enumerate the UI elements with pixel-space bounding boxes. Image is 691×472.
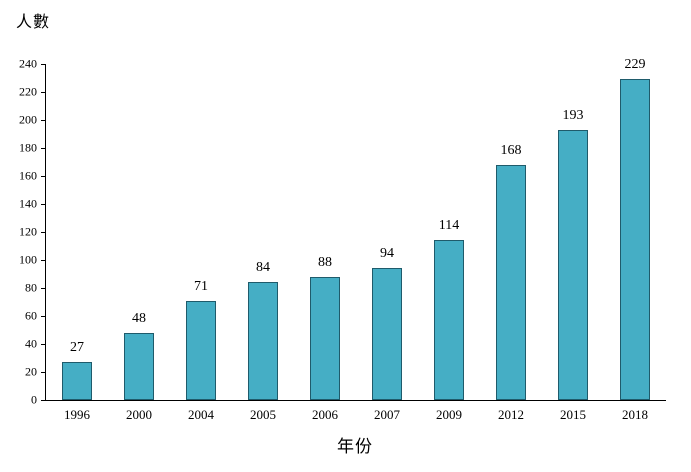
y-tick-mark <box>41 260 46 261</box>
y-tick-mark <box>41 316 46 317</box>
y-tick-label: 80 <box>25 280 37 295</box>
bar-slot: 88 2006 <box>294 64 356 422</box>
x-axis-title: 年份 <box>337 437 373 456</box>
x-tick-label: 2006 <box>312 407 338 422</box>
y-tick-label: 60 <box>25 308 37 323</box>
bar-2004 <box>186 300 216 400</box>
bar-value-label: 114 <box>438 218 460 234</box>
y-tick-label: 120 <box>19 224 37 239</box>
y-tick-mark <box>41 120 46 121</box>
y-tick-label: 240 <box>19 56 37 71</box>
y-tick-label: 180 <box>19 140 37 155</box>
bar-slot: 94 2007 <box>356 64 418 422</box>
bar-2000 <box>124 332 154 400</box>
bar-slot: 48 2000 <box>108 64 170 422</box>
bar-2006 <box>310 276 340 400</box>
bar-1996 <box>62 362 92 400</box>
bar-value-label: 168 <box>500 142 522 158</box>
y-tick-label: 0 <box>31 392 37 407</box>
plot-area: 0 20 40 60 80 100 120 140 160 180 200 220 240 27 1996… <box>19 57 666 422</box>
bar-slot: 84 2005 <box>232 64 294 422</box>
bar-value-label: 193 <box>562 107 584 123</box>
x-tick-label: 1996 <box>64 407 90 422</box>
bar-value-label: 71 <box>194 278 208 294</box>
bar-value-label: 48 <box>132 310 146 326</box>
y-tick-mark <box>41 92 46 93</box>
bar-slot: 229 2018 <box>604 57 666 422</box>
y-tick-mark <box>41 344 46 345</box>
x-tick-label: 2015 <box>560 407 586 422</box>
bar-2007 <box>372 268 402 400</box>
x-tick-label: 2009 <box>436 407 462 422</box>
bar-slot: 114 2009 <box>418 64 480 422</box>
y-tick-mark <box>41 372 46 373</box>
bar-2005 <box>248 282 278 400</box>
y-tick-label: 40 <box>25 336 37 351</box>
bar-slot: 71 2004 <box>170 64 232 422</box>
x-tick-label: 2018 <box>622 407 648 422</box>
y-axis-title: 人數 <box>16 14 51 31</box>
y-tick-label: 220 <box>19 84 37 99</box>
x-tick-label: 2000 <box>126 407 152 422</box>
y-tick-label: 100 <box>19 252 37 267</box>
y-tick-label: 200 <box>19 112 37 127</box>
bar-value-label: 88 <box>318 254 332 270</box>
bar-2012 <box>496 164 526 400</box>
y-tick-mark <box>41 400 46 401</box>
y-tick-label: 20 <box>25 364 37 379</box>
x-tick-label: 2004 <box>188 407 214 422</box>
bar-slot: 27 1996 <box>46 64 108 422</box>
bar-slot: 193 2015 <box>542 64 604 422</box>
bar-2009 <box>434 240 464 400</box>
bar-value-label: 84 <box>256 260 270 276</box>
y-tick-mark <box>41 148 46 149</box>
y-tick-mark <box>41 288 46 289</box>
y-tick-mark <box>41 176 46 177</box>
y-tick-mark <box>41 232 46 233</box>
y-tick-mark <box>41 204 46 205</box>
y-tick-label: 140 <box>19 196 37 211</box>
x-tick-label: 2005 <box>250 407 276 422</box>
y-tick-mark <box>41 64 46 65</box>
bar-2018 <box>620 79 650 400</box>
x-tick-label: 2012 <box>498 407 524 422</box>
bar-value-label: 229 <box>624 57 646 73</box>
y-tick-label: 160 <box>19 168 37 183</box>
bar-slot: 168 2012 <box>480 64 542 422</box>
bar-2015 <box>558 129 588 400</box>
x-tick-label: 2007 <box>374 407 400 422</box>
bar-value-label: 94 <box>380 246 394 262</box>
bar-value-label: 27 <box>70 340 84 356</box>
